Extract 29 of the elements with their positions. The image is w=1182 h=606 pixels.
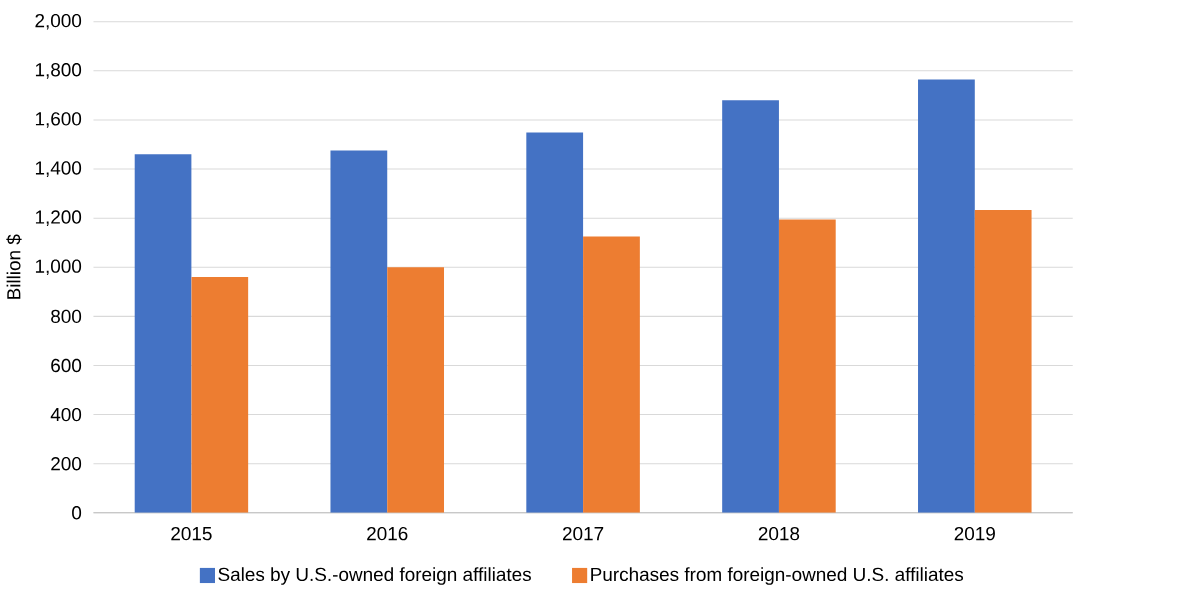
y-axis-title: Billion $ [6,234,22,299]
bar [918,79,975,513]
legend-label: Sales by U.S.-owned foreign affiliates [218,566,531,585]
bar [778,219,836,513]
bar [134,154,192,513]
x-tick-label: 2015 [171,526,212,541]
x-tick-label: 2018 [758,526,800,541]
x-tick-label: 2016 [367,526,408,541]
y-tick-label: 1,600 [35,111,82,128]
bar [583,236,640,513]
y-tick-label: 600 [51,358,82,372]
bar [722,100,779,513]
y-tick-label: 1,800 [35,62,82,79]
y-tick-label: 1,200 [35,210,82,226]
x-tick-label: 2019 [954,526,995,541]
y-tick-label: 400 [50,407,82,422]
bar [974,209,1032,513]
x-tick-label: 2017 [562,526,604,541]
y-tick-label: 0 [72,505,82,520]
bar [526,132,584,513]
y-tick-label: 2,000 [35,13,82,30]
y-tick-label: 1,400 [35,161,82,177]
y-tick-label: 200 [51,456,82,471]
y-tick-label: 1,000 [35,259,82,275]
legend-label: Purchases from foreign-owned U.S. affiliates [591,566,964,585]
y-tick-label: 800 [51,309,82,323]
bar [387,267,445,513]
bar [330,150,388,513]
bar [191,276,249,513]
